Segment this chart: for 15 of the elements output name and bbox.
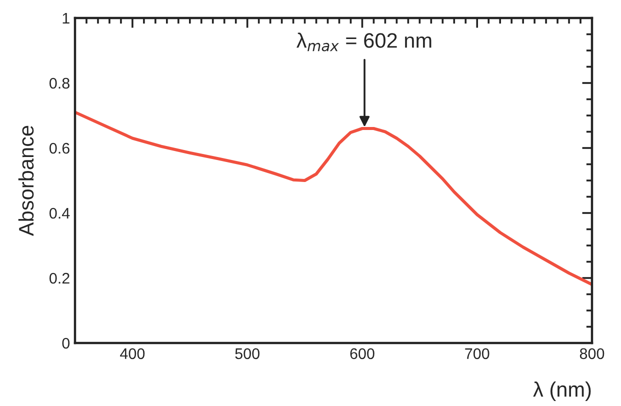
line-series [75,110,592,286]
y-tick-label: 0 [62,338,70,349]
x-tick-label: 800 [580,348,604,360]
x-tick-label: 600 [350,348,374,360]
x-tick-label: 400 [120,348,145,360]
annotation: λ$_{max}$ = 602 nm [296,32,432,52]
y-axis-title: Absorbance [18,126,34,236]
y-tick-label: 0.6 [50,142,70,154]
x-tick-label: 700 [465,348,490,360]
x-axis-title: λ (nm) [533,382,591,401]
x-tick-label: 500 [235,348,260,360]
y-tick-label: 0.4 [50,208,70,219]
y-tick-label: 0.2 [50,272,70,284]
y-tick-label: 1 [62,13,70,24]
y-tick-label: 0.8 [50,78,70,89]
